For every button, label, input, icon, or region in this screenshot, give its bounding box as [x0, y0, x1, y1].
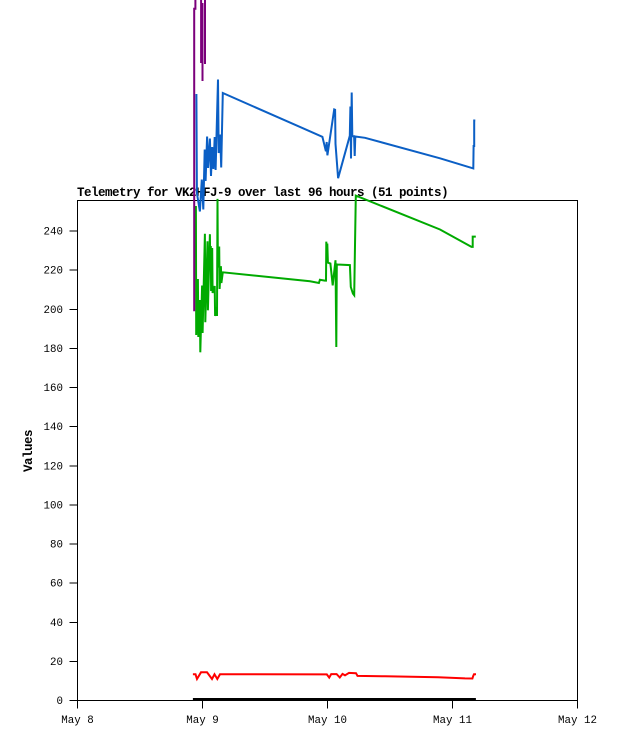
svg-text:60: 60 — [50, 579, 63, 591]
svg-text:May 10: May 10 — [308, 715, 347, 727]
svg-text:80: 80 — [50, 540, 63, 552]
svg-text:220: 220 — [44, 266, 63, 278]
svg-text:20: 20 — [50, 657, 63, 669]
svg-text:Telemetry for VK2HFJ-9 over la: Telemetry for VK2HFJ-9 over last 96 hour… — [77, 186, 448, 200]
svg-text:140: 140 — [44, 422, 63, 434]
svg-text:May 8: May 8 — [61, 715, 93, 727]
svg-text:160: 160 — [44, 383, 63, 395]
svg-text:120: 120 — [44, 461, 63, 473]
svg-text:Values: Values — [22, 430, 36, 472]
svg-text:May 9: May 9 — [186, 715, 218, 727]
svg-text:May 11: May 11 — [433, 715, 472, 727]
svg-text:40: 40 — [50, 618, 63, 630]
svg-text:0: 0 — [57, 696, 63, 708]
svg-text:May 12: May 12 — [558, 715, 597, 727]
svg-text:180: 180 — [44, 344, 63, 356]
svg-text:240: 240 — [44, 227, 63, 239]
svg-text:100: 100 — [44, 500, 63, 512]
svg-text:200: 200 — [44, 305, 63, 317]
